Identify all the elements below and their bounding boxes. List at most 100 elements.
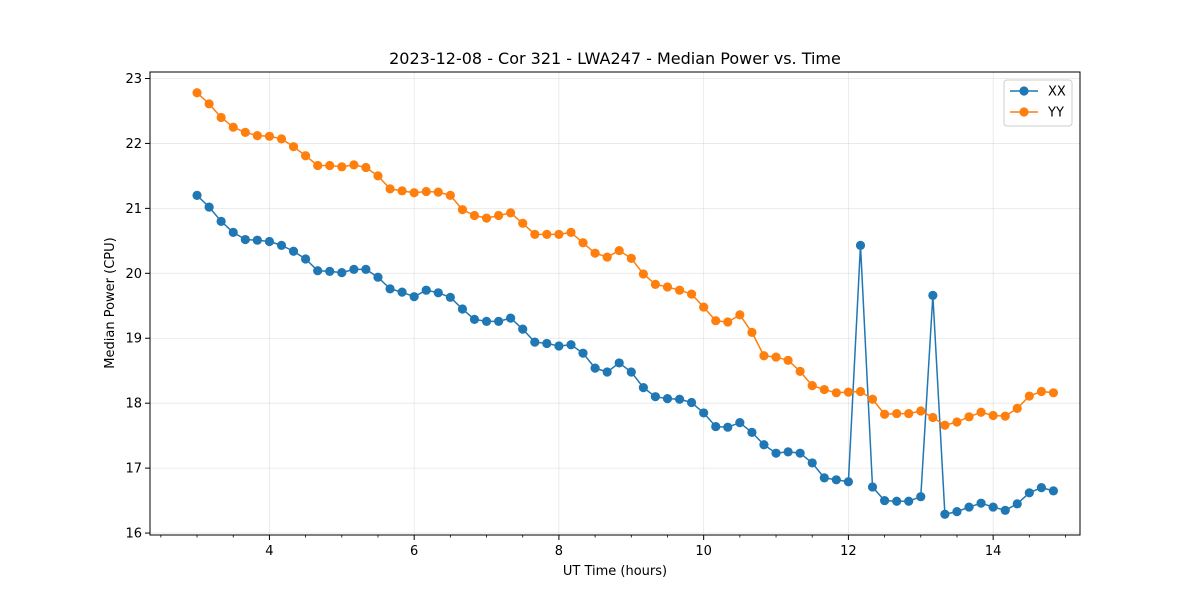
data-point-yy (819, 384, 829, 395)
data-point-xx (590, 363, 600, 373)
x-tick-label: 8 (555, 544, 563, 559)
data-point-xx (723, 422, 733, 432)
data-point-yy (1048, 388, 1059, 398)
data-point-yy (252, 131, 262, 141)
data-point-xx (494, 316, 504, 326)
data-point-yy (602, 252, 612, 262)
data-point-xx (1048, 486, 1059, 496)
x-axis-label: UT Time (hours) (563, 564, 667, 579)
data-point-yy (228, 122, 238, 132)
data-point-xx (699, 408, 709, 418)
data-point-yy (409, 188, 419, 198)
data-point-yy (421, 186, 431, 197)
data-point-xx (831, 475, 841, 485)
data-point-yy (711, 316, 721, 326)
data-point-yy (506, 208, 516, 218)
data-point-yy (723, 317, 733, 327)
data-point-yy (518, 218, 528, 228)
x-tick-label: 6 (410, 544, 418, 559)
data-point-yy (879, 409, 890, 419)
y-axis-label: Median Power (CPU) (103, 237, 118, 368)
data-point-yy (626, 253, 636, 263)
data-point-xx (240, 234, 250, 245)
x-tick-label: 14 (985, 544, 1002, 559)
data-point-xx (252, 235, 262, 245)
data-point-xx (578, 348, 588, 358)
data-point-yy (783, 355, 793, 365)
data-point-yy (699, 302, 709, 312)
data-point-yy (952, 417, 962, 427)
data-point-yy (916, 406, 926, 416)
data-point-xx (988, 502, 998, 512)
data-point-xx (964, 502, 974, 512)
data-point-yy (216, 112, 226, 123)
y-tick-label: 19 (125, 332, 142, 347)
legend: XX YY (1003, 79, 1073, 127)
data-point-xx (542, 338, 552, 349)
data-point-yy (457, 205, 468, 215)
data-point-yy (433, 187, 443, 197)
data-point-yy (325, 160, 335, 171)
data-point-yy (674, 285, 685, 295)
data-point-xx (469, 314, 480, 325)
y-tick-label: 20 (125, 267, 142, 282)
data-point-xx (325, 266, 335, 276)
data-point-yy (469, 210, 480, 221)
plot-frame (149, 71, 1081, 536)
data-point-xx (421, 285, 431, 295)
data-point-yy (361, 162, 371, 173)
data-point-yy (264, 131, 275, 141)
data-point-yy (940, 420, 950, 430)
x-tick-label: 10 (695, 544, 712, 559)
data-point-yy (686, 289, 697, 299)
data-point-yy (988, 410, 998, 421)
data-point-xx (554, 341, 564, 351)
data-point-yy (397, 186, 407, 196)
data-point-xx (349, 264, 359, 275)
data-point-xx (373, 272, 383, 282)
data-point-xx (1036, 483, 1047, 493)
data-point-xx (662, 394, 673, 404)
series-line-xx (196, 194, 1054, 515)
data-point-yy (650, 279, 660, 289)
data-point-xx (445, 292, 455, 302)
data-point-yy (795, 366, 805, 376)
data-point-yy (1036, 386, 1047, 397)
data-point-xx (855, 240, 866, 250)
data-point-xx (674, 394, 685, 404)
data-point-yy (301, 151, 311, 161)
data-point-xx (916, 492, 926, 502)
data-point-xx (614, 358, 624, 368)
tick-layer: 4 6 8 10 12 14 16 17 18 19 20 21 22 23 (125, 72, 1066, 559)
data-point-yy (276, 134, 287, 144)
data-point-yy (240, 127, 250, 137)
data-point-yy (735, 310, 745, 320)
data-point-yy (566, 227, 576, 237)
data-point-xx (409, 292, 419, 302)
data-point-yy (554, 229, 564, 239)
data-point-xx (940, 509, 950, 519)
data-point-yy (288, 142, 299, 152)
data-point-xx (518, 324, 528, 334)
data-point-xx (843, 477, 854, 487)
data-point-xx (892, 496, 902, 506)
data-point-yy (1024, 391, 1034, 401)
y-tick-label: 17 (125, 462, 142, 477)
data-point-yy (313, 160, 323, 171)
data-point-xx (301, 254, 311, 264)
legend-label-xx: XX (1048, 85, 1066, 100)
data-point-xx (566, 340, 576, 350)
y-tick-label: 22 (125, 137, 142, 152)
x-tick-label: 4 (265, 544, 273, 559)
data-point-xx (228, 227, 238, 237)
data-point-yy (1012, 403, 1022, 413)
data-point-yy (481, 213, 492, 223)
data-point-xx (976, 498, 986, 508)
data-point-xx (481, 316, 492, 326)
data-point-yy (904, 408, 914, 419)
data-point-yy (530, 229, 540, 239)
data-point-yy (590, 248, 600, 258)
data-point-xx (216, 216, 226, 226)
data-point-yy (542, 229, 552, 239)
data-point-yy (662, 282, 673, 292)
